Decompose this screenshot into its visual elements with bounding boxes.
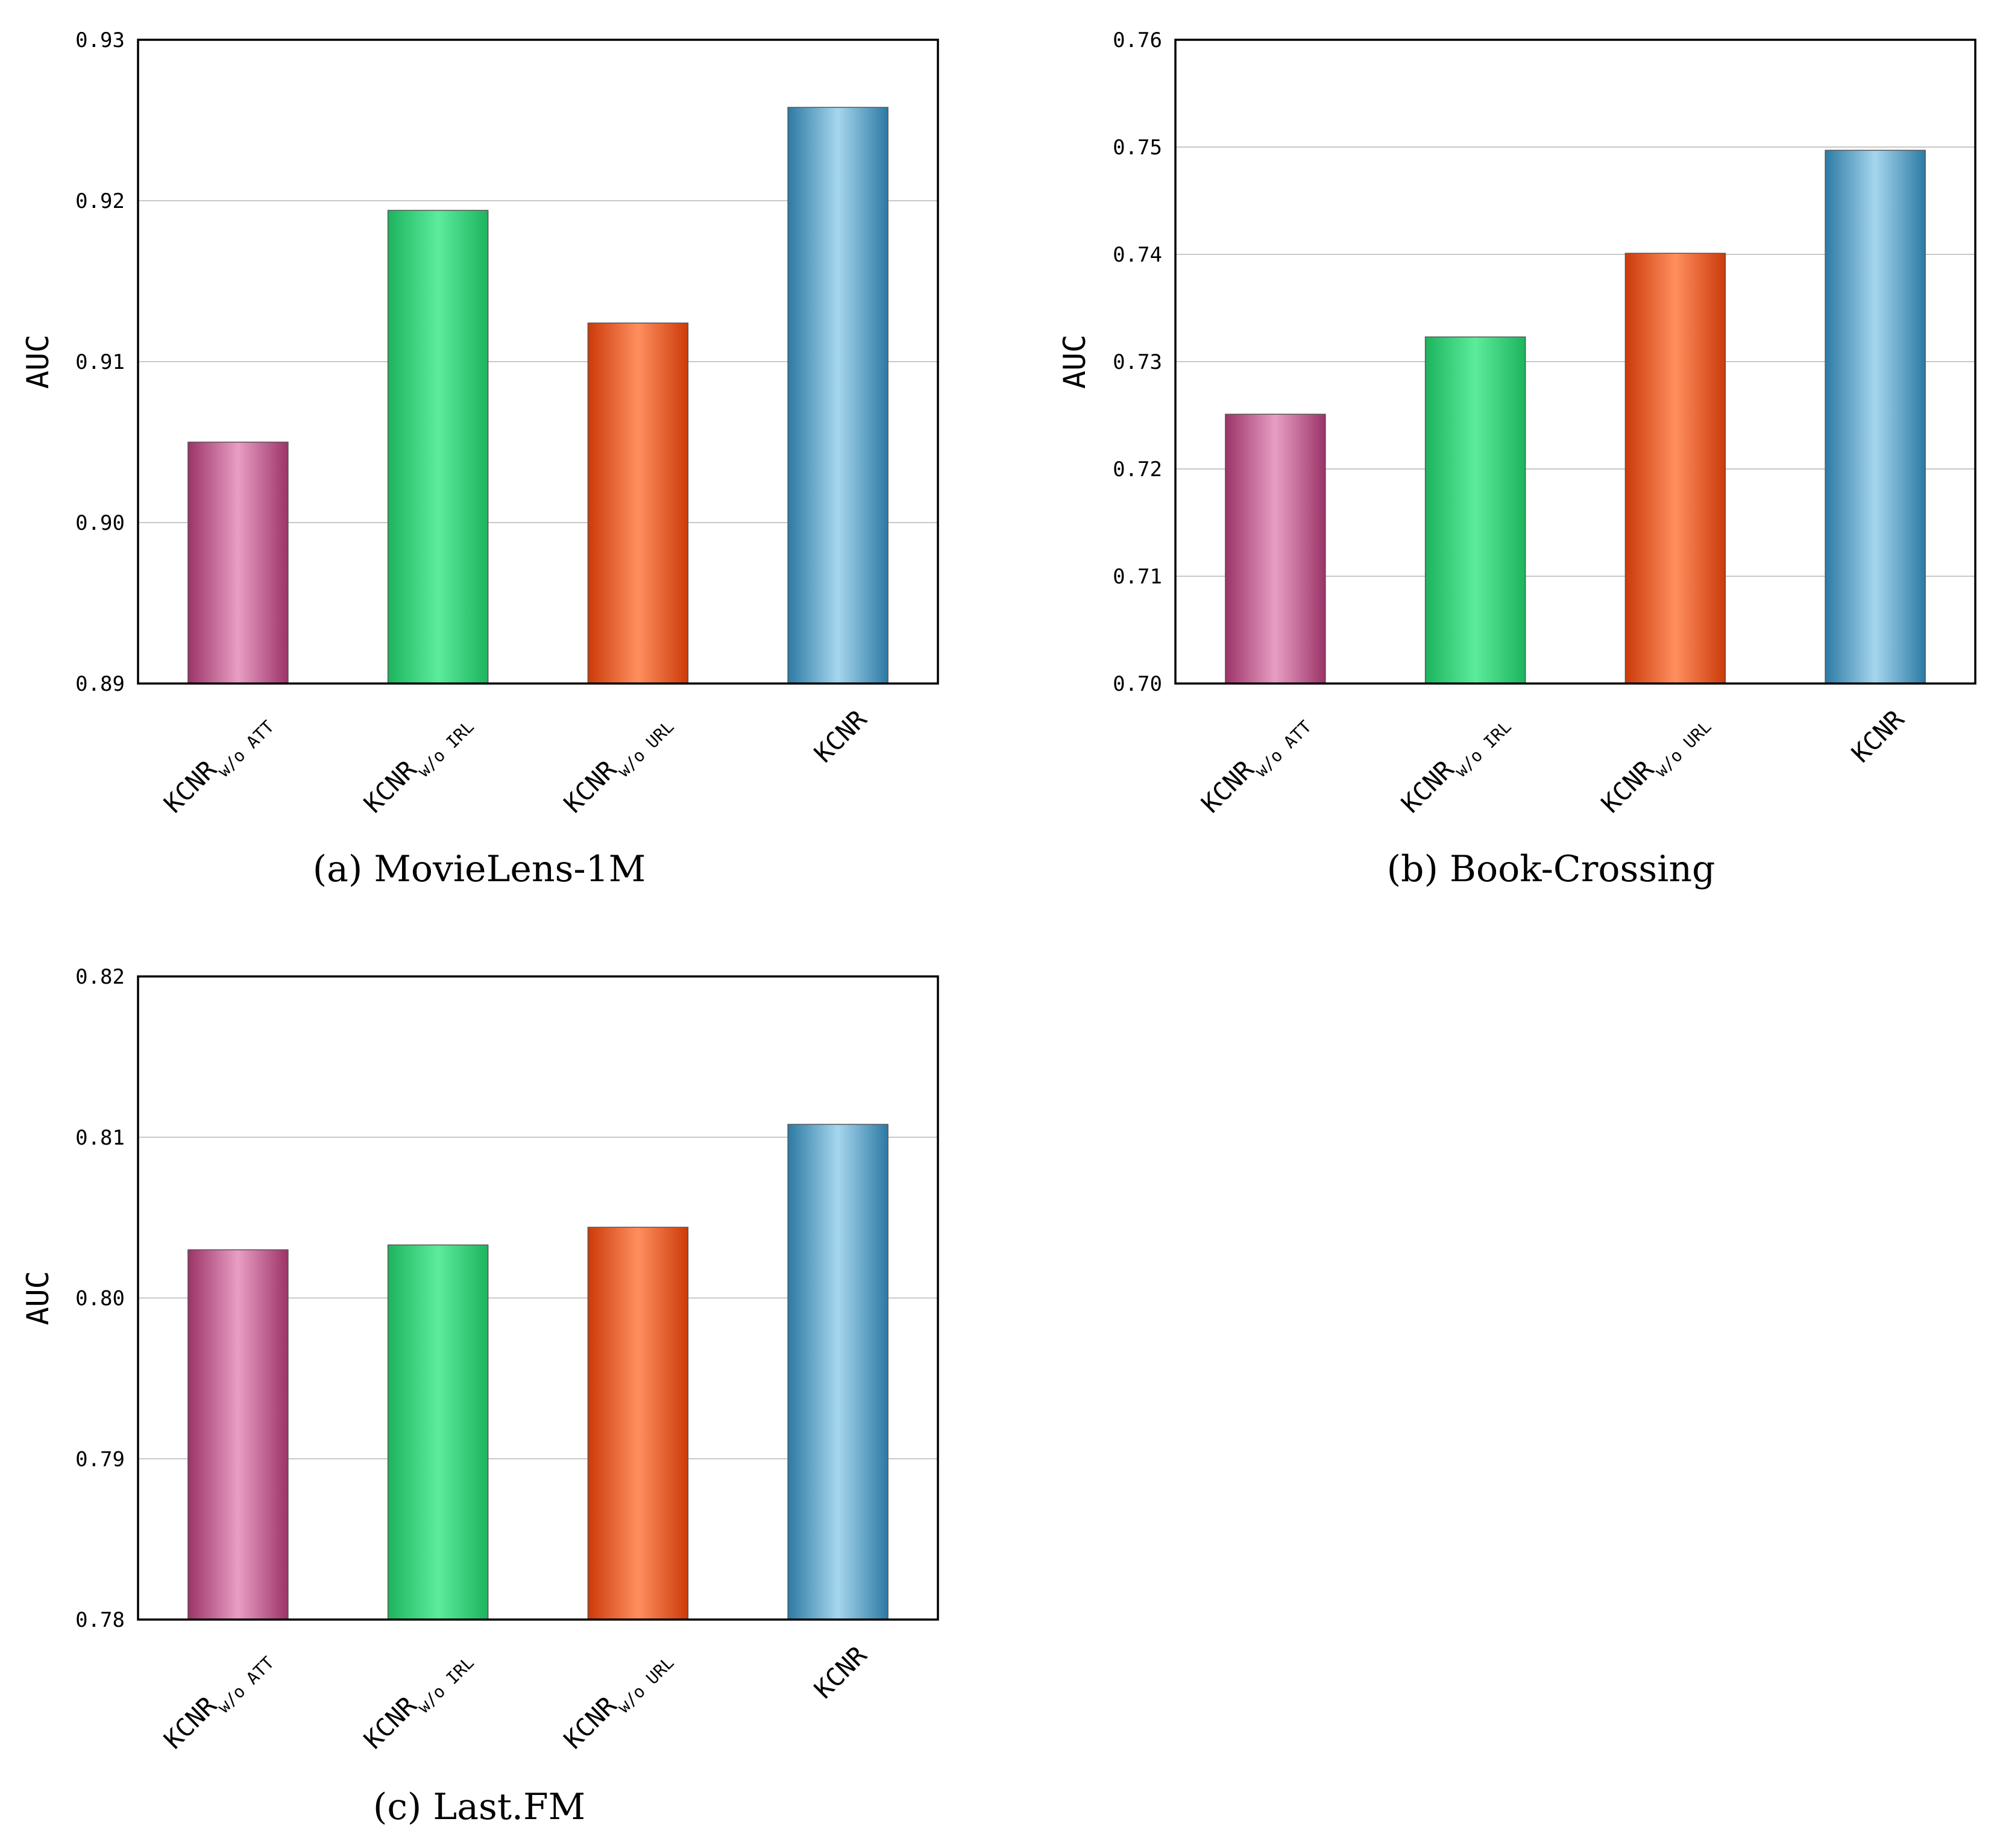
chart-caption: (a) MovieLens-1M bbox=[313, 848, 646, 890]
bar bbox=[187, 1249, 289, 1620]
x-tick-label: KCNRw/o IRL bbox=[1395, 704, 1515, 824]
x-tick-label: KCNRw/o ATT bbox=[158, 1640, 278, 1760]
y-tick-label: 0.81 bbox=[75, 1126, 125, 1150]
y-tick-label: 0.92 bbox=[75, 189, 125, 213]
chart-panel-lastfm: 0.780.790.800.810.82 KCNRw/o ATTKCNRw/o … bbox=[20, 965, 939, 1828]
bar bbox=[787, 1124, 888, 1620]
x-axis-ticks: KCNRw/o ATT KCNRw/o IRL KCNRw/o URL KCNR bbox=[158, 1640, 873, 1760]
y-axis-ticks: 0.78 0.79 0.80 0.81 0.82 bbox=[75, 965, 125, 1632]
bar bbox=[1825, 149, 1926, 684]
bar bbox=[1624, 253, 1726, 684]
y-tick-label: 0.80 bbox=[75, 1287, 125, 1311]
y-tick-label: 0.93 bbox=[75, 28, 125, 52]
bar bbox=[587, 322, 689, 684]
x-tick-label: KCNR bbox=[808, 1640, 873, 1705]
bar bbox=[1424, 336, 1526, 684]
plot-frame bbox=[137, 39, 939, 685]
y-tick-label: 0.75 bbox=[1113, 136, 1162, 160]
y-tick-label: 0.78 bbox=[75, 1608, 125, 1632]
x-tick-label: KCNR bbox=[808, 704, 873, 768]
bars bbox=[187, 1124, 888, 1620]
bar bbox=[787, 107, 888, 684]
x-tick-label: KCNRw/o ATT bbox=[1195, 704, 1315, 824]
x-tick-label: KCNRw/o URL bbox=[558, 1640, 678, 1760]
bar bbox=[387, 210, 489, 684]
plot-frame bbox=[1174, 39, 1976, 685]
bar bbox=[187, 441, 289, 684]
y-tick-label: 0.72 bbox=[1113, 457, 1162, 482]
x-tick-label: KCNRw/o URL bbox=[558, 704, 678, 824]
y-tick-label: 0.90 bbox=[75, 511, 125, 535]
x-tick-label: KCNRw/o URL bbox=[1596, 704, 1715, 824]
y-tick-label: 0.70 bbox=[1113, 672, 1162, 696]
x-tick-label: KCNRw/o IRL bbox=[358, 1640, 478, 1760]
x-tick-label: KCNRw/o ATT bbox=[158, 704, 278, 824]
y-tick-label: 0.73 bbox=[1113, 350, 1162, 374]
x-tick-label: KCNR bbox=[1846, 704, 1910, 768]
y-tick-label: 0.76 bbox=[1113, 28, 1162, 52]
bars bbox=[1225, 149, 1926, 684]
y-axis-ticks: 0.89 0.90 0.91 0.92 0.93 bbox=[75, 28, 125, 696]
y-tick-label: 0.71 bbox=[1113, 565, 1162, 589]
y-tick-label: 0.89 bbox=[75, 672, 125, 696]
bar bbox=[587, 1227, 689, 1620]
chart-panel-book-crossing: 0.70 0.71 0.72 0.73 0.74 0.75 0.76 KCNRw/o ATT… bbox=[1057, 28, 1976, 890]
y-tick-label: 0.82 bbox=[75, 965, 125, 989]
y-axis-ticks: 0.70 0.71 0.72 0.73 0.74 0.75 0.76 bbox=[1113, 28, 1162, 696]
x-tick-label: KCNRw/o IRL bbox=[358, 704, 478, 824]
x-axis-ticks: KCNRw/o ATT KCNRw/o IRL KCNRw/o URL KCNR bbox=[1195, 704, 1910, 824]
y-axis-label: AUC bbox=[20, 1271, 55, 1325]
chart-caption: (c) Last.FM bbox=[373, 1786, 585, 1828]
x-axis-ticks: KCNRw/o ATT KCNRw/o IRL KCNRw/o URL KCNR bbox=[158, 704, 873, 824]
chart-caption: (b) Book-Crossing bbox=[1387, 848, 1715, 890]
y-axis-label: AUC bbox=[1057, 335, 1092, 389]
bars bbox=[187, 107, 888, 684]
y-tick-label: 0.74 bbox=[1113, 243, 1162, 267]
y-tick-label: 0.79 bbox=[75, 1447, 125, 1471]
chart-panel-movielens: 0.890.900.910.920.93 KCNRw/o ATTKCNRw/o … bbox=[20, 28, 939, 890]
bar bbox=[1225, 413, 1326, 684]
y-axis-label: AUC bbox=[20, 335, 55, 389]
bar bbox=[387, 1244, 489, 1620]
plot-frame bbox=[137, 975, 939, 1621]
y-tick-label: 0.91 bbox=[75, 350, 125, 374]
